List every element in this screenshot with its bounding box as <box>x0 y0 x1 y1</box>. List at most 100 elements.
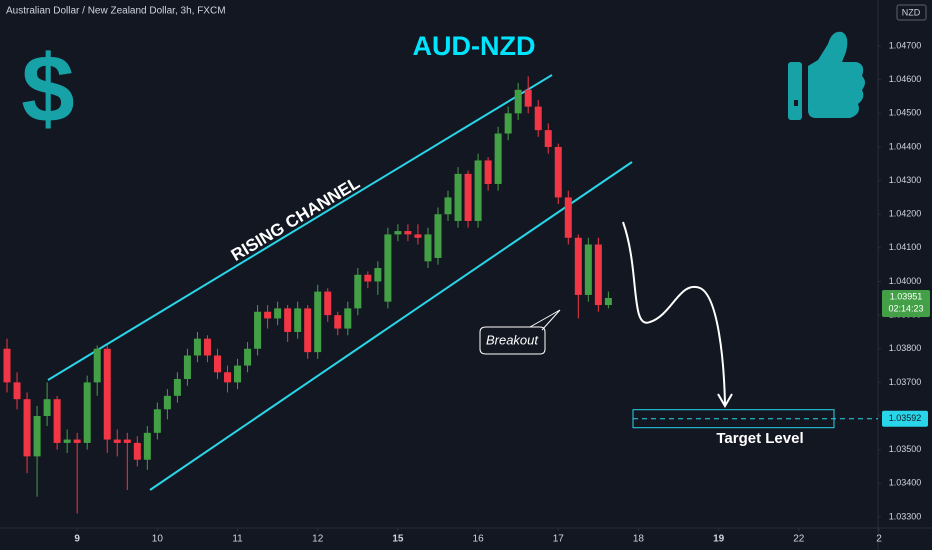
y-tick-label: 1.04200 <box>889 209 922 219</box>
candle-body <box>584 244 592 295</box>
channel-upper <box>47 74 553 381</box>
candle-body <box>554 146 562 198</box>
candle-body <box>514 89 522 114</box>
candle-body <box>294 308 302 332</box>
x-tick-label: 17 <box>553 534 565 545</box>
channel-lower <box>149 161 633 491</box>
candle-body <box>224 372 232 383</box>
y-tick-label: 1.04400 <box>889 141 922 151</box>
callout-box <box>479 309 561 355</box>
candle-body <box>484 160 492 184</box>
last-price-label: 1.03951 <box>890 291 923 301</box>
x-tick-label: 10 <box>152 534 164 545</box>
y-tick-label: 1.03800 <box>889 343 922 353</box>
countdown-label: 02:14:23 <box>888 303 923 313</box>
candle-body <box>3 348 11 383</box>
candle-body <box>23 399 31 457</box>
candle-body <box>374 268 382 282</box>
x-tick-label: 15 <box>392 534 404 545</box>
currency-box <box>896 4 927 21</box>
candle-body <box>494 133 502 184</box>
y-tick-label: 1.03700 <box>889 377 922 387</box>
candle-body <box>63 439 71 443</box>
candle-body <box>354 274 362 309</box>
candle-body <box>113 439 121 443</box>
candle-body <box>143 432 151 460</box>
candle-body <box>244 348 252 366</box>
y-tick-label: 1.04100 <box>889 242 922 252</box>
y-tick-label: 1.03300 <box>889 511 922 521</box>
x-tick-label: 19 <box>713 534 725 545</box>
x-tick-label: 11 <box>232 534 243 545</box>
target-price-box <box>882 410 928 427</box>
candle-body <box>464 173 472 221</box>
candle-body <box>434 214 442 258</box>
candle-body <box>83 382 91 443</box>
y-tick-label: 1.04600 <box>889 74 922 84</box>
candle-body <box>193 338 201 356</box>
y-tick-label: 1.04000 <box>889 276 922 286</box>
dollar-icon: $ <box>21 35 74 142</box>
candle-body <box>163 395 171 410</box>
candle-body <box>334 315 342 329</box>
candle-body <box>284 308 292 332</box>
candle-body <box>454 173 462 221</box>
last-price-box <box>882 289 930 317</box>
icon-detail <box>794 100 798 106</box>
candle-body <box>574 237 582 295</box>
candle-body <box>234 365 242 383</box>
candle-body <box>444 197 452 215</box>
x-tick-label: 12 <box>312 534 324 545</box>
candle-body <box>93 348 101 383</box>
candle-body <box>404 231 412 235</box>
candle-body <box>364 274 372 282</box>
candle-body <box>33 416 41 457</box>
candle-body <box>534 106 542 131</box>
candle-body <box>564 197 572 238</box>
candle-body <box>254 311 262 349</box>
x-tick-label: 9 <box>74 534 80 545</box>
candle-body <box>73 439 81 443</box>
y-tick-label: 1.04300 <box>889 175 922 185</box>
x-tick-label: 16 <box>473 534 485 545</box>
x-tick-label: 22 <box>793 534 805 545</box>
x-tick-label: 2 <box>876 534 882 545</box>
candle-body <box>203 338 211 356</box>
candle-body <box>183 355 191 380</box>
y-tick-label: 1.04700 <box>889 40 922 50</box>
chart-title: AUD-NZD <box>413 31 536 61</box>
candle-body <box>43 399 51 417</box>
candle-body <box>314 291 322 353</box>
projection-path <box>622 221 726 405</box>
candle-body <box>324 291 332 316</box>
candle-body <box>13 382 21 400</box>
y-tick-label: 1.03400 <box>889 478 922 488</box>
candle-body <box>384 234 392 302</box>
candle-body <box>264 311 272 319</box>
candle-body <box>504 113 512 134</box>
candle-body <box>424 234 432 262</box>
target-label: Target Level <box>716 430 803 447</box>
y-tick-label: 1.04500 <box>889 108 922 118</box>
candle-body <box>133 442 141 460</box>
chart-header: Australian Dollar / New Zealand Dollar, … <box>6 6 226 17</box>
candle-body <box>103 348 111 440</box>
candle-body <box>173 379 181 396</box>
candle-body <box>153 409 161 433</box>
candle-body <box>213 355 221 373</box>
candle-body <box>304 308 312 353</box>
breakout-label: Breakout <box>486 332 539 347</box>
candle-body <box>414 234 422 238</box>
candle-body <box>604 297 612 306</box>
candle-body <box>274 308 282 319</box>
target-price-label: 1.03592 <box>889 413 922 423</box>
currency-label: NZD <box>902 7 921 17</box>
x-tick-label: 18 <box>633 534 645 545</box>
candle-body <box>524 89 532 107</box>
candle-body <box>474 160 482 221</box>
thumbs-up-icon <box>788 31 865 120</box>
candle-body <box>123 439 131 443</box>
y-tick-label: 1.03500 <box>889 444 922 454</box>
